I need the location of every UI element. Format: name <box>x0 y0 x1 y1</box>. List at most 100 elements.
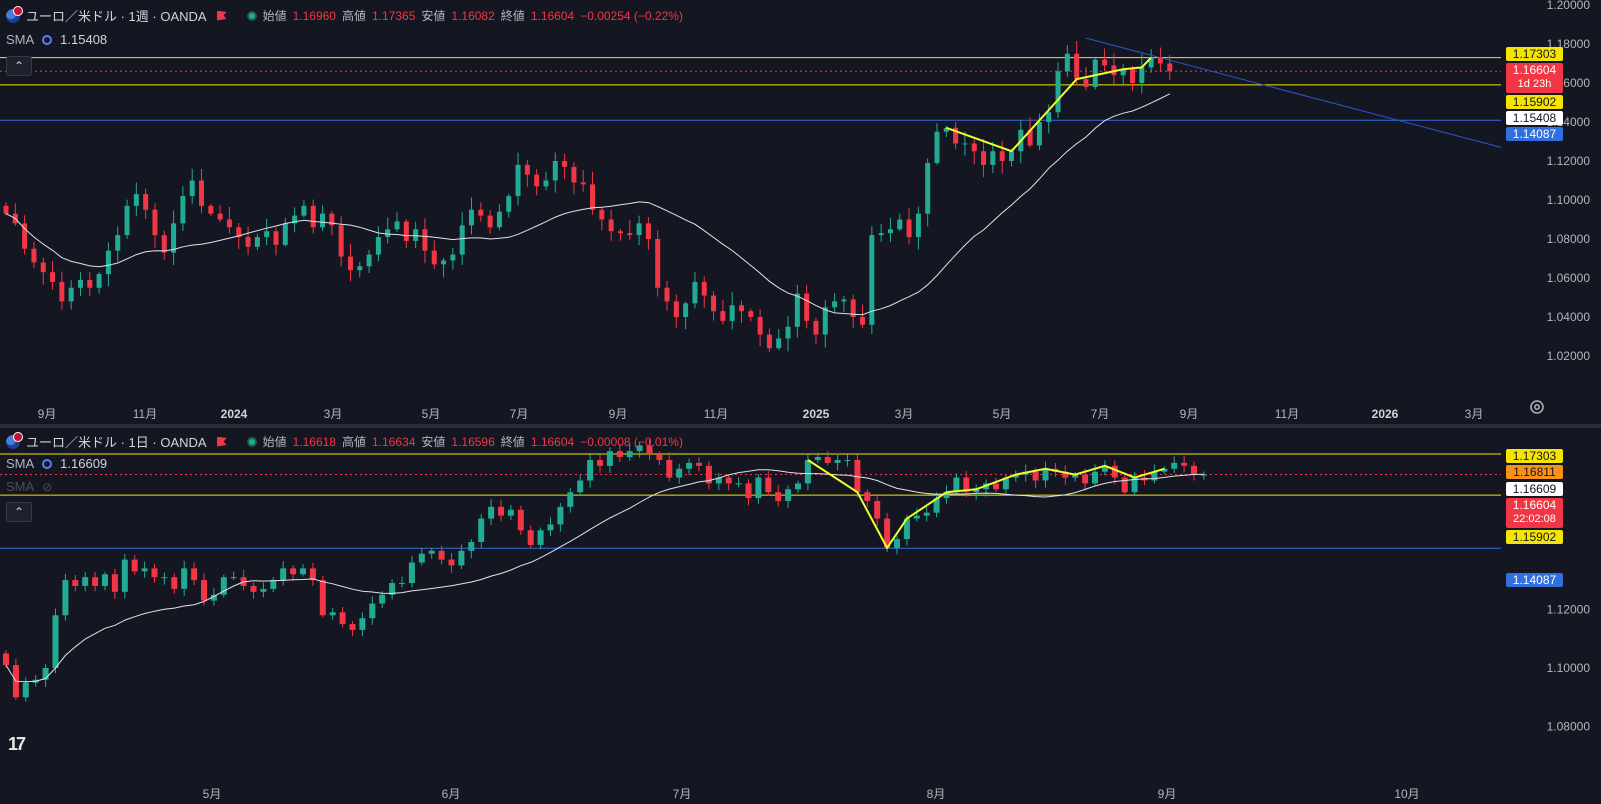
high-tag: 1.16811 <box>1506 465 1563 479</box>
candle-up <box>841 299 847 302</box>
weekly-sma-legend[interactable]: SMA 1.15408 <box>6 32 107 47</box>
candle-down <box>766 334 772 349</box>
candle-up <box>282 223 288 245</box>
candle-up <box>897 219 903 230</box>
candle-up <box>52 615 59 668</box>
candle-up <box>121 559 128 592</box>
high-value: 1.17365 <box>372 8 416 23</box>
candle-down <box>1032 471 1039 481</box>
candle-up <box>413 229 419 241</box>
level-tag-3: 1.14087 <box>1506 573 1563 587</box>
time-tick-label: 11月 <box>1275 407 1299 421</box>
collapse-legend-button[interactable]: ⌃ <box>6 502 32 522</box>
candle-down <box>40 262 46 273</box>
sma-tag: 1.16609 <box>1506 482 1563 496</box>
candle-up <box>359 618 366 630</box>
candle-up <box>300 568 306 575</box>
candle-up <box>220 577 227 595</box>
price-tick-label: 1.08000 <box>1547 232 1591 246</box>
level-tag-2: 1.15902 <box>1506 530 1563 544</box>
candle-down <box>765 477 772 493</box>
open-value: 1.16618 <box>292 434 336 449</box>
candle-down <box>349 624 356 630</box>
candle-up <box>686 462 693 469</box>
daily-sma-legend[interactable]: SMA 1.16609 <box>6 456 107 471</box>
candle-up <box>385 229 391 238</box>
candle-up <box>408 562 415 584</box>
candle-down <box>571 166 577 183</box>
candle-up <box>1002 477 1009 490</box>
candle-up <box>587 459 594 481</box>
candle-up <box>1012 474 1019 478</box>
time-tick-label: 2026 <box>1372 407 1399 421</box>
candle-up <box>676 468 683 478</box>
candle-down <box>884 518 891 548</box>
candle-up <box>320 213 326 228</box>
price-tick-label: 1.02000 <box>1547 349 1591 363</box>
tradingview-logo-icon[interactable]: 17 <box>8 734 26 754</box>
high-value: 1.16634 <box>372 434 416 449</box>
candle-up <box>567 492 574 507</box>
candle-up <box>105 250 111 275</box>
change-value: −0.00008 (−0.01%) <box>580 434 683 449</box>
candle-up <box>973 489 980 493</box>
candle-down <box>775 492 782 501</box>
candle-up <box>428 550 435 554</box>
candle-up <box>1036 122 1042 146</box>
candle-up <box>785 326 791 339</box>
candle-down <box>92 577 99 586</box>
time-tick-label: 3月 <box>324 407 343 421</box>
chart-settings-icon[interactable] <box>1528 398 1546 416</box>
sma-tag: 1.15408 <box>1506 111 1563 125</box>
hidden-eye-icon[interactable]: ⊘ <box>42 479 53 494</box>
candle-down <box>339 612 346 625</box>
time-tick-label: 9月 <box>38 407 57 421</box>
candle-down <box>250 585 257 592</box>
candle-down <box>217 213 223 220</box>
daily-sma-hidden-legend[interactable]: SMA ⊘ <box>6 479 52 494</box>
candle-down <box>1082 474 1089 484</box>
collapse-legend-button[interactable]: ⌃ <box>6 56 32 76</box>
candle-up <box>171 223 177 253</box>
time-tick-label: 10月 <box>1394 787 1419 801</box>
low-value: 1.16082 <box>451 8 495 23</box>
time-tick-label: 8月 <box>927 787 946 801</box>
time-tick-label: 9月 <box>609 407 628 421</box>
daily-symbol-title[interactable]: ユーロ／米ドル · 1日 · OANDA <box>26 435 207 450</box>
eurusd-flag-icon <box>6 431 23 449</box>
candle-down <box>438 550 445 560</box>
pane-divider[interactable] <box>0 424 1601 428</box>
candle-down <box>151 568 158 578</box>
daily-chart[interactable]: 1.12000 1.10000 1.08000 5月 6月 7月 8月 9月 10月 <box>0 428 1601 804</box>
candle-down <box>813 320 819 335</box>
candle-down <box>191 568 198 581</box>
candle-up <box>210 594 217 601</box>
flag-marker-icon[interactable] <box>216 10 227 21</box>
candle-down <box>319 580 326 616</box>
candle-up <box>181 568 188 589</box>
price-tick-label: 1.04000 <box>1547 310 1591 324</box>
weekly-symbol-title[interactable]: ユーロ／米ドル · 1週 · OANDA <box>26 9 207 24</box>
candle-down <box>534 174 540 187</box>
sma-settings-icon[interactable] <box>42 458 53 469</box>
weekly-chart-pane[interactable]: 1.20000 1.18000 1.16000 1.14000 1.12000 1.100… <box>0 0 1601 424</box>
candle-up <box>887 229 893 234</box>
candle-up <box>1131 477 1138 493</box>
candle-down <box>981 151 987 165</box>
daily-chart-pane[interactable]: 1.12000 1.10000 1.08000 5月 6月 7月 8月 9月 10月 ユーロ／米… <box>0 428 1601 804</box>
candle-up <box>115 235 121 251</box>
candle-down <box>608 219 614 232</box>
candle-up <box>943 492 950 499</box>
sma-hidden-label: SMA <box>6 479 35 494</box>
price-tag-current: 1.16604 1d 23h <box>1506 63 1563 93</box>
candle-up <box>189 180 195 197</box>
candle-up <box>577 480 584 493</box>
candle-up <box>844 459 851 461</box>
candle-up <box>543 180 549 187</box>
candle-up <box>894 539 900 548</box>
flag-marker-icon[interactable] <box>216 436 227 447</box>
sma-settings-icon[interactable] <box>42 34 53 45</box>
candle-down <box>705 465 712 484</box>
weekly-chart[interactable]: 1.200001.180001.160001.140001.120001.100… <box>0 0 1601 424</box>
candle-up <box>606 451 613 466</box>
